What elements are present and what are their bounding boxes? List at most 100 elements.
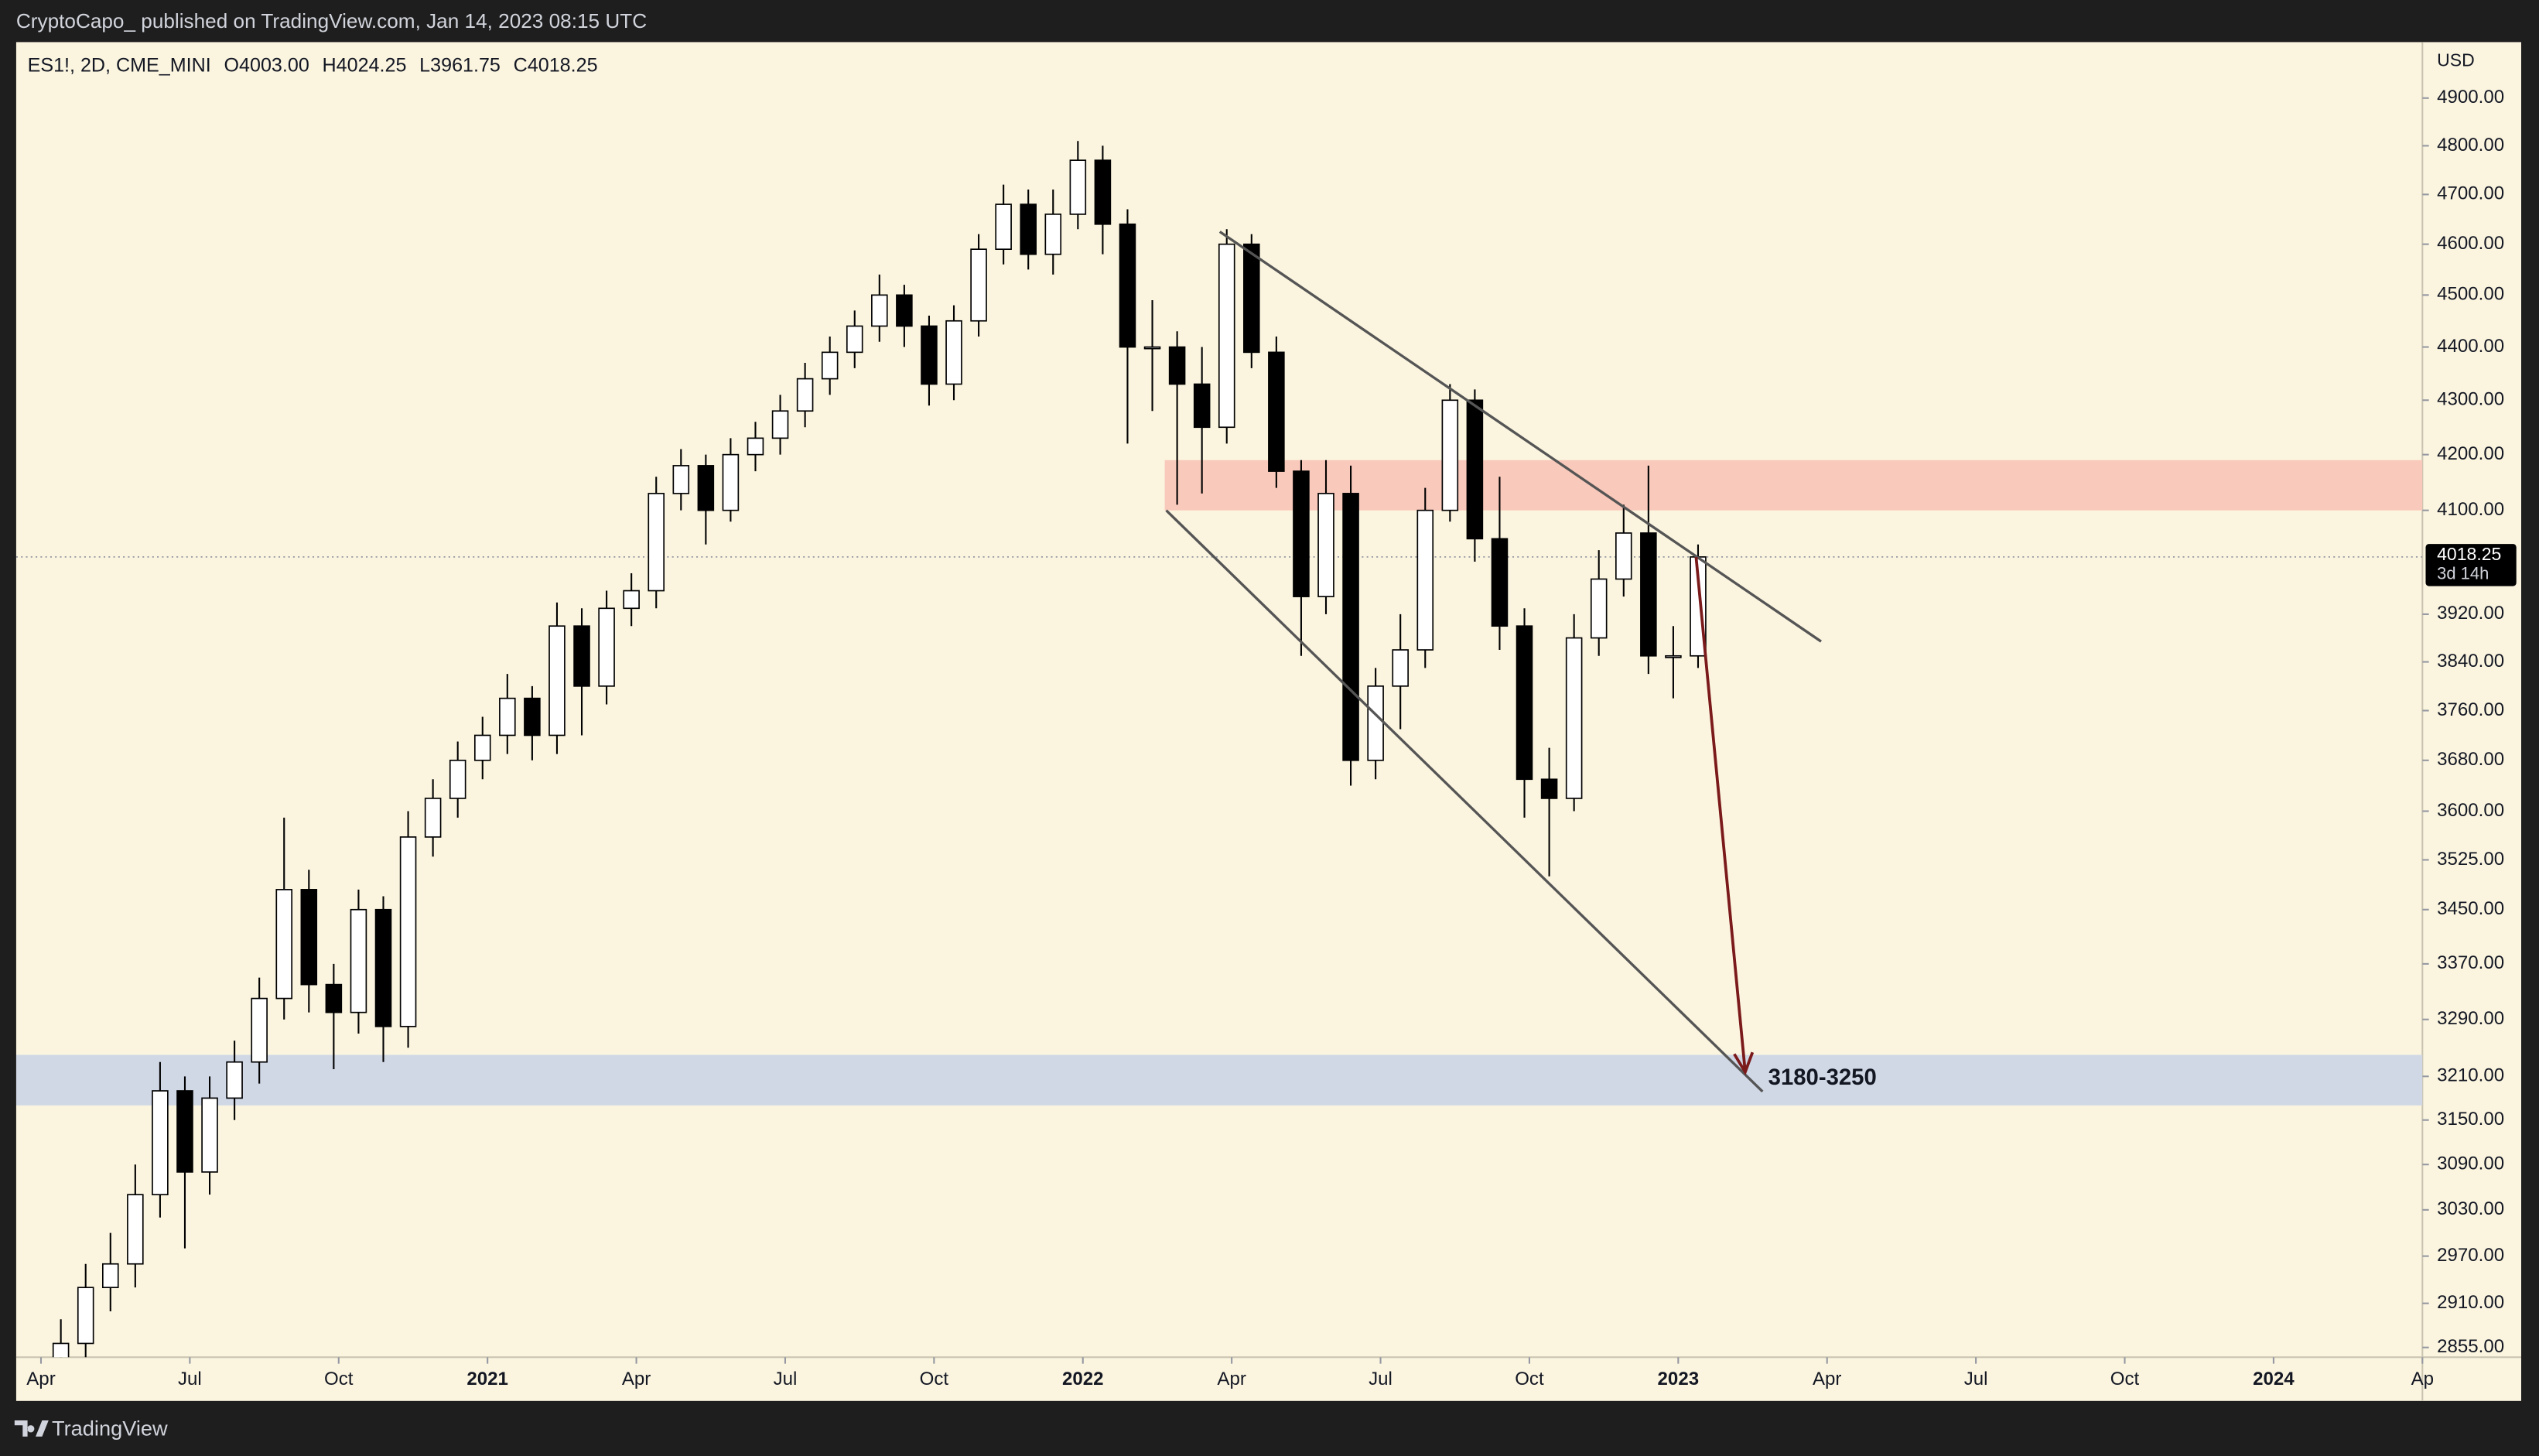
y-tick-label: 2970.00 bbox=[2437, 1245, 2504, 1266]
chart-background bbox=[15, 42, 2521, 1401]
candle-body bbox=[499, 697, 516, 737]
y-tick-label: 3210.00 bbox=[2437, 1065, 2504, 1086]
candle bbox=[152, 1061, 169, 1218]
y-tick-label: 4200.00 bbox=[2437, 443, 2504, 464]
candle-body bbox=[697, 465, 715, 511]
candle bbox=[1590, 550, 1608, 656]
brand-name: TradingView bbox=[52, 1417, 168, 1441]
candle bbox=[201, 1076, 218, 1195]
candle-body bbox=[300, 889, 318, 986]
candle bbox=[1168, 331, 1186, 505]
x-tick-label: Jul bbox=[774, 1369, 798, 1389]
candle bbox=[102, 1232, 119, 1311]
candle bbox=[1441, 384, 1459, 522]
candle-body bbox=[846, 325, 863, 354]
candle-body bbox=[1243, 243, 1260, 354]
candle-body bbox=[374, 908, 392, 1027]
candle-body bbox=[449, 759, 466, 799]
x-tick-label: 2022 bbox=[1062, 1369, 1104, 1389]
candle-body bbox=[201, 1097, 218, 1173]
trendline bbox=[1165, 509, 1764, 1093]
candle-body bbox=[1516, 625, 1533, 781]
candle bbox=[1665, 626, 1682, 699]
y-tick-label: 3680.00 bbox=[2437, 749, 2504, 770]
candle bbox=[1367, 668, 1384, 780]
candle bbox=[771, 395, 789, 455]
y-tick-label: 3450.00 bbox=[2437, 898, 2504, 919]
candle-body bbox=[176, 1090, 193, 1173]
y-tick-label: 3370.00 bbox=[2437, 952, 2504, 973]
candle bbox=[1392, 614, 1409, 730]
candle bbox=[1317, 460, 1334, 614]
y-tick-label: 4100.00 bbox=[2437, 499, 2504, 520]
candle bbox=[1640, 465, 1657, 675]
candle-body bbox=[275, 889, 293, 1000]
candle bbox=[1069, 141, 1087, 230]
x-tick-label: Ap bbox=[2411, 1369, 2434, 1389]
arrow-head bbox=[1733, 1051, 1755, 1076]
y-tick-label: 3840.00 bbox=[2437, 651, 2504, 672]
candle-body bbox=[524, 697, 541, 737]
y-tick-label: 4500.00 bbox=[2437, 284, 2504, 305]
candle bbox=[1615, 504, 1632, 597]
candle bbox=[1293, 460, 1310, 656]
candle-body bbox=[1665, 655, 1682, 658]
candle-body bbox=[1615, 532, 1632, 580]
countdown-label: 3d 14h bbox=[2437, 564, 2489, 583]
x-tick-label: Oct bbox=[2110, 1369, 2140, 1389]
candle bbox=[399, 811, 417, 1048]
candle-body bbox=[1020, 203, 1037, 255]
candle-body bbox=[1416, 509, 1434, 651]
candle bbox=[548, 602, 566, 754]
candle-body bbox=[921, 325, 938, 385]
candle-body bbox=[1293, 470, 1310, 597]
candle-body bbox=[623, 590, 640, 610]
candle-body bbox=[1565, 637, 1583, 799]
published-info: CryptoCapo_ published on TradingView.com… bbox=[16, 9, 647, 32]
candle-body bbox=[548, 625, 566, 737]
candle bbox=[300, 870, 318, 1013]
candle bbox=[325, 963, 343, 1070]
candle-body bbox=[1466, 399, 1484, 540]
candle bbox=[921, 316, 938, 406]
candle bbox=[176, 1076, 193, 1249]
candle-body bbox=[52, 1342, 70, 1358]
ohlc-value: L3961.75 bbox=[419, 54, 501, 76]
x-tick-label: Apr bbox=[1813, 1369, 1841, 1389]
candle-body bbox=[1491, 538, 1509, 627]
target-arrow bbox=[1694, 556, 1747, 1072]
candle bbox=[697, 454, 715, 545]
candle-body bbox=[821, 351, 839, 380]
candle bbox=[275, 817, 293, 1020]
candle bbox=[871, 274, 888, 342]
candle bbox=[499, 674, 516, 754]
ohlc-value: C4018.25 bbox=[514, 54, 598, 76]
candle-body bbox=[1441, 399, 1459, 511]
x-tick-label: Jul bbox=[1964, 1369, 1988, 1389]
y-tick-label: 3090.00 bbox=[2437, 1154, 2504, 1174]
y-tick-label: 4300.00 bbox=[2437, 389, 2504, 410]
candle-body bbox=[1044, 214, 1062, 255]
x-tick-label: Apr bbox=[1217, 1369, 1246, 1389]
candle-body bbox=[896, 294, 913, 327]
candle bbox=[1218, 229, 1235, 444]
x-tick-label: Jul bbox=[178, 1369, 202, 1389]
last-price-label: 4018.25 bbox=[2437, 544, 2501, 564]
price-zone bbox=[1164, 460, 2423, 511]
candle bbox=[1491, 477, 1509, 651]
brand-logo: TradingView bbox=[14, 1417, 168, 1441]
candle bbox=[473, 716, 491, 780]
candle bbox=[52, 1319, 70, 1358]
candle bbox=[672, 449, 690, 511]
candle-body bbox=[77, 1287, 94, 1345]
candle bbox=[77, 1263, 94, 1358]
candle bbox=[127, 1164, 144, 1288]
trendline bbox=[1218, 231, 1822, 643]
candle-body bbox=[251, 997, 268, 1063]
candle bbox=[945, 305, 962, 401]
y-tick-label: 3600.00 bbox=[2437, 800, 2504, 821]
candle bbox=[226, 1041, 243, 1120]
y-tick-label: 4600.00 bbox=[2437, 233, 2504, 254]
